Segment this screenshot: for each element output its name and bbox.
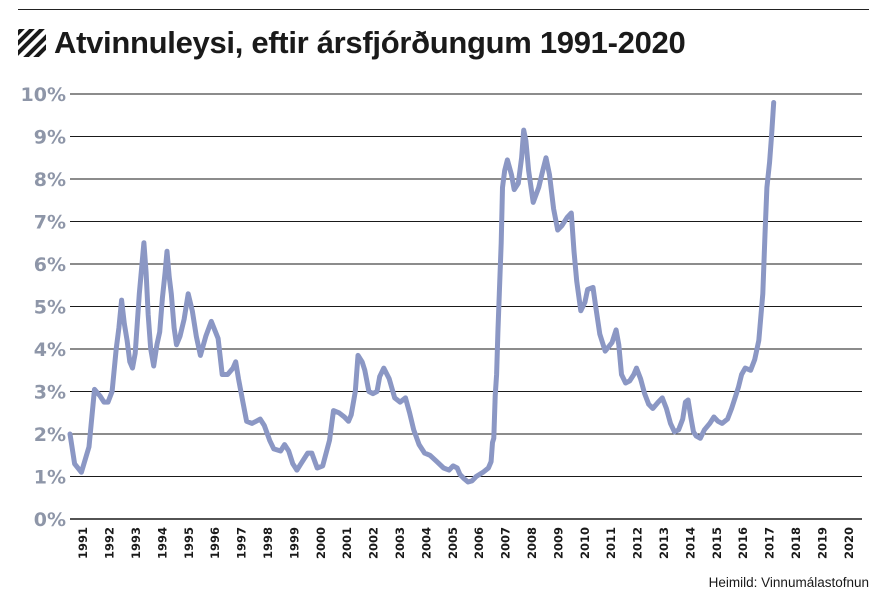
y-tick-label: 10% [21,84,66,106]
x-tick-label: 2016 [736,527,750,559]
y-tick-label: 8% [34,169,66,191]
y-tick-label: 0% [34,509,66,531]
y-tick-label: 1% [34,467,66,489]
x-tick-label: 2011 [604,527,618,559]
x-tick-label: 2008 [525,527,539,559]
x-tick-label: 2014 [683,527,697,559]
x-tick-label: 1991 [76,527,90,559]
x-tick-label: 2015 [710,527,724,559]
y-tick-label: 7% [34,212,66,234]
x-tick-label: 2006 [472,527,486,559]
x-tick-label: 2018 [789,527,803,559]
x-tick-label: 1996 [208,527,222,559]
x-tick-label: 1992 [103,527,117,559]
hatched-square-icon [18,29,46,57]
x-tick-label: 2019 [815,527,829,559]
x-tick-label: 2017 [763,527,777,559]
y-tick-label: 3% [34,382,66,404]
x-tick-label: 1997 [235,527,249,559]
chart-title: Atvinnuleysi, eftir ársfjórðungum 1991-2… [54,25,686,60]
x-tick-label: 2005 [446,527,460,559]
x-tick-label: 1995 [182,527,196,559]
x-tick-label: 1999 [287,527,301,559]
title-row: Atvinnuleysi, eftir ársfjórðungum 1991-2… [18,20,686,66]
x-tick-label: 1994 [155,527,169,559]
x-tick-label: 2010 [578,527,592,559]
x-tick-label: 2007 [499,527,513,559]
y-tick-label: 9% [34,127,66,149]
top-rule [18,9,869,10]
series-line [67,100,777,485]
y-tick-label: 4% [34,339,66,361]
x-tick-label: 1993 [129,527,143,559]
x-tick-label: 2001 [340,527,354,559]
x-tick-label: 2013 [657,527,671,559]
y-tick-label: 2% [34,424,66,446]
x-tick-label: 2004 [419,527,433,559]
x-tick-label: 2020 [842,527,856,559]
x-tick-label: 2003 [393,527,407,559]
x-tick-label: 2002 [367,527,381,559]
x-tick-label: 2000 [314,527,328,559]
x-tick-label: 1998 [261,527,275,559]
x-tick-label: 2012 [631,527,645,559]
source-note: Heimild: Vinnumálastofnun [708,575,869,590]
y-tick-label: 6% [34,254,66,276]
x-tick-label: 2009 [551,527,565,559]
y-tick-label: 5% [34,297,66,319]
